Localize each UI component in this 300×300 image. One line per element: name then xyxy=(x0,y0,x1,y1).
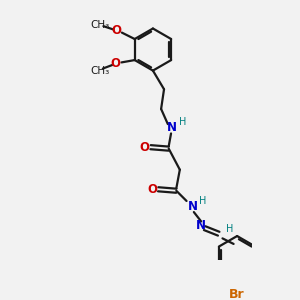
Text: N: N xyxy=(188,200,197,213)
Text: O: O xyxy=(112,24,122,37)
Text: CH₃: CH₃ xyxy=(91,66,110,76)
Text: N: N xyxy=(196,219,206,232)
Text: H: H xyxy=(226,224,233,234)
Text: N: N xyxy=(167,121,177,134)
Text: H: H xyxy=(179,117,186,127)
Text: O: O xyxy=(147,183,157,196)
Text: O: O xyxy=(111,57,121,70)
Text: Br: Br xyxy=(229,288,245,300)
Text: O: O xyxy=(140,141,150,154)
Text: H: H xyxy=(199,196,206,206)
Text: CH₃: CH₃ xyxy=(91,20,110,30)
